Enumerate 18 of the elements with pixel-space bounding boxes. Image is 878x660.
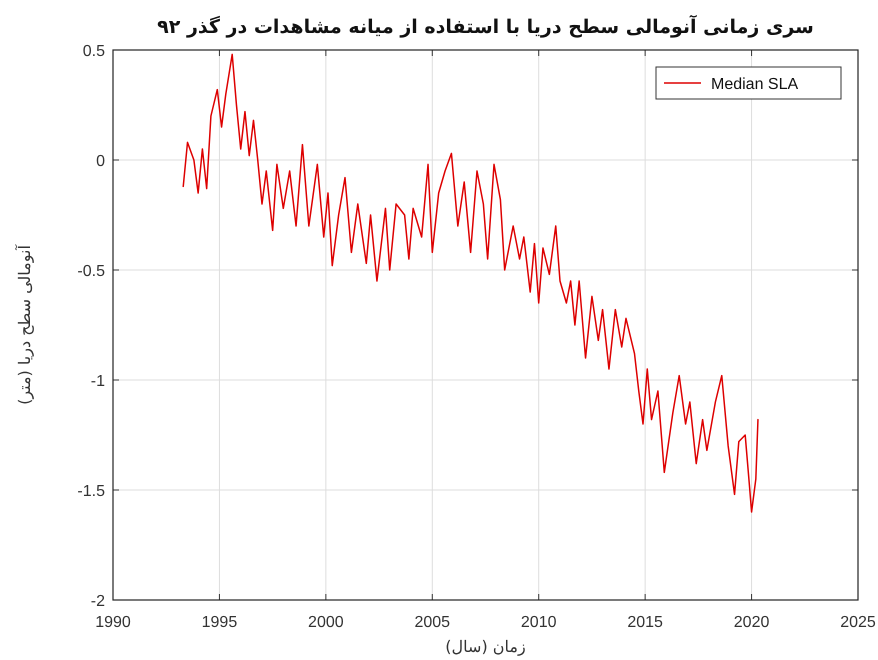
y-tick-label: -1.5 — [77, 483, 106, 500]
x-tick-label: 2000 — [308, 614, 344, 631]
x-tick-label: 2010 — [520, 614, 557, 631]
y-tick-label: -1 — [90, 373, 106, 390]
legend-label: Median SLA — [711, 76, 798, 93]
x-tick-label: 2025 — [840, 614, 876, 631]
x-tick-label: 1990 — [95, 614, 131, 631]
y-tick-label: 0 — [96, 153, 106, 170]
y-tick-label: -0.5 — [77, 263, 106, 280]
y-tick-label: -2 — [90, 593, 106, 610]
y-axis-title: آنومالی سطح دریا (متر) — [14, 244, 34, 405]
x-tick-label: 2005 — [414, 614, 450, 631]
y-tick-label: 0.5 — [82, 43, 106, 60]
x-tick-label: 2015 — [627, 614, 664, 631]
chart-title: سری زمانی آنومالی سطح دریا با استفاده از میانه مشاهدات در گذر ۹۲ — [157, 14, 814, 38]
x-axis-title: زمان (سال) — [445, 637, 526, 656]
x-tick-label: 2020 — [734, 614, 770, 631]
x-tick-label: 1995 — [202, 614, 238, 631]
